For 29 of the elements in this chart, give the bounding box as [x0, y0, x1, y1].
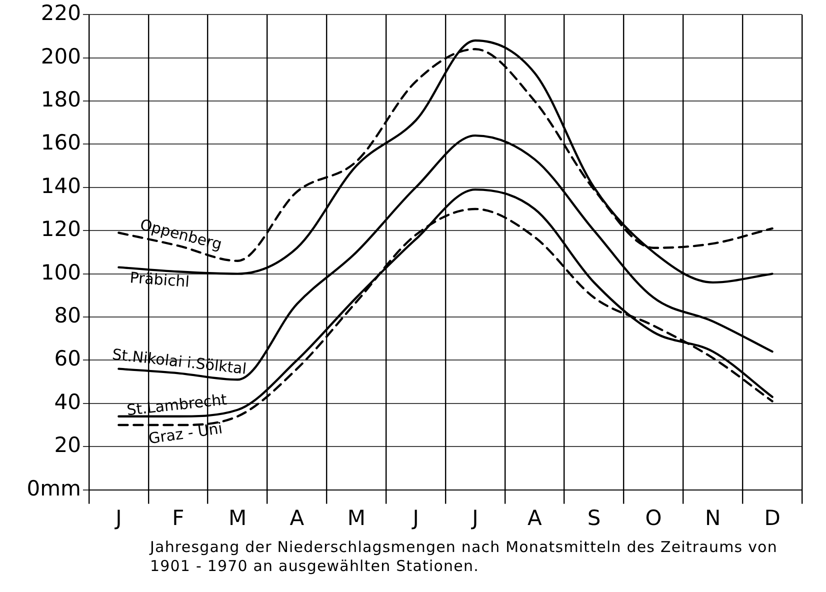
- x-tick-label: J: [470, 506, 478, 530]
- series-label: Präbichl: [129, 268, 190, 291]
- x-tick-label: A: [290, 506, 305, 530]
- y-tick-label: 40: [54, 390, 81, 414]
- x-tick-label: D: [764, 506, 780, 530]
- y-tick-label: 100: [40, 260, 81, 284]
- text: St.Nikolai i.Sölktal: [111, 345, 248, 378]
- x-tick-label: A: [527, 506, 542, 530]
- y-tick-label: 200: [40, 44, 81, 68]
- y-tick-label: 0mm: [26, 476, 81, 500]
- x-tick-label: N: [705, 506, 721, 530]
- x-tick-label: M: [228, 506, 247, 530]
- y-tick-label: 220: [40, 1, 81, 26]
- x-tick-label: O: [645, 506, 662, 530]
- text: Graz - Uni: [147, 419, 224, 448]
- x-tick-label: M: [347, 506, 366, 530]
- y-tick-label: 60: [54, 346, 81, 371]
- y-tick-label: 180: [40, 87, 81, 112]
- x-tick-label: J: [410, 506, 419, 530]
- x-tick-label: S: [587, 506, 601, 530]
- y-tick-label: 160: [40, 130, 81, 155]
- y-tick-label: 20: [54, 433, 81, 458]
- text: St.Lambrecht: [126, 390, 228, 420]
- x-tick-label: J: [114, 506, 122, 530]
- text: Jahresgang der Niederschlagsmengen nach Monatsmitteln des Zeitraums von 1901 - 1970 an ausgewählten Stationen.: [150, 538, 778, 576]
- y-tick-label: 140: [40, 174, 81, 198]
- x-tick-label: F: [172, 506, 184, 530]
- y-tick-label: 120: [40, 217, 81, 242]
- y-tick-label: 80: [54, 303, 81, 328]
